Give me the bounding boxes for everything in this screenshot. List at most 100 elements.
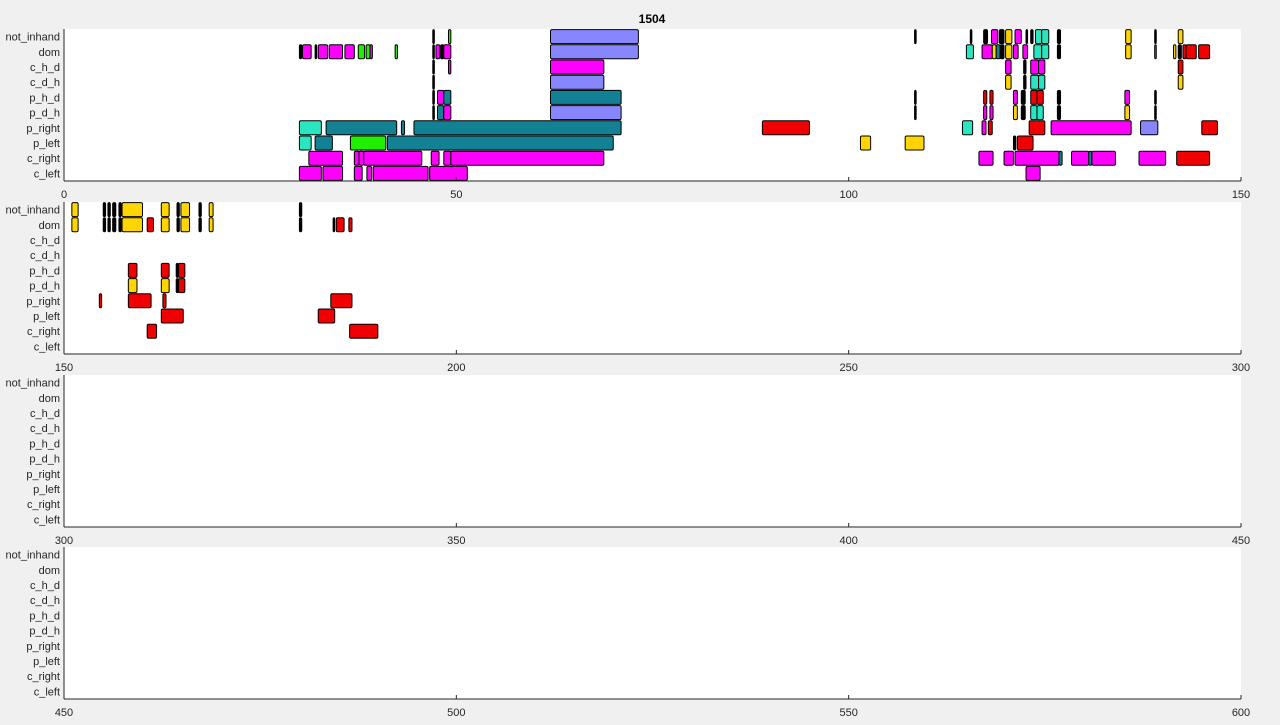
segment-bar bbox=[1030, 59, 1040, 75]
segment-bar bbox=[914, 89, 917, 105]
segment-bar bbox=[1020, 89, 1026, 105]
segment-bar bbox=[961, 120, 974, 136]
x-tick-label: 250 bbox=[839, 362, 857, 374]
segment-bar bbox=[160, 262, 170, 278]
row-label: p_left bbox=[33, 138, 60, 150]
segment-bar bbox=[549, 29, 639, 45]
row-label: c_h_d bbox=[30, 62, 60, 74]
segment-bar bbox=[162, 293, 167, 309]
segment-bar bbox=[1022, 44, 1029, 60]
segment-bar bbox=[429, 165, 468, 181]
x-tick-label: 200 bbox=[447, 362, 465, 374]
segment-bar bbox=[1154, 29, 1157, 45]
row-label: not_inhand bbox=[6, 378, 60, 390]
row-label: p_d_h bbox=[29, 281, 60, 293]
segment-bar bbox=[981, 44, 993, 60]
segment-bar bbox=[328, 44, 344, 60]
segment-bar bbox=[160, 308, 184, 324]
segment-bar bbox=[400, 120, 406, 136]
row-label: c_left bbox=[34, 168, 60, 180]
segment-bar bbox=[995, 44, 1001, 60]
row-label: c_h_d bbox=[30, 580, 60, 592]
segment-bar bbox=[1058, 150, 1063, 166]
segment-bar bbox=[118, 217, 122, 233]
chart-title: 1504 bbox=[639, 12, 666, 26]
row-label: p_left bbox=[33, 311, 60, 323]
segment-bar bbox=[1154, 89, 1157, 105]
x-tick-label: 150 bbox=[55, 362, 73, 374]
segment-bar bbox=[317, 308, 336, 324]
segment-bar bbox=[317, 44, 329, 60]
segment-bar bbox=[914, 29, 917, 45]
segment-bar bbox=[1056, 44, 1062, 60]
segment-bar bbox=[1005, 29, 1013, 45]
segment-bar bbox=[983, 89, 988, 105]
segment-bar bbox=[1173, 44, 1177, 60]
segment-bar bbox=[1138, 150, 1167, 166]
segment-bar bbox=[107, 202, 111, 218]
segment-bar bbox=[999, 44, 1005, 60]
segment-bar bbox=[1124, 89, 1131, 105]
segment-bar bbox=[121, 217, 143, 233]
x-tick-label: 600 bbox=[1232, 707, 1250, 719]
segment-bar bbox=[365, 44, 371, 60]
row-label: p_h_d bbox=[29, 610, 60, 622]
segment-bar bbox=[432, 29, 435, 45]
segment-bar bbox=[127, 278, 138, 294]
row-label: p_right bbox=[26, 469, 60, 481]
segment-bar bbox=[369, 44, 373, 60]
row-label: p_right bbox=[26, 296, 60, 308]
segment-bar bbox=[121, 202, 143, 218]
row-label: not_inhand bbox=[6, 205, 60, 217]
x-tick-label: 300 bbox=[1232, 362, 1250, 374]
segment-bar bbox=[1177, 44, 1182, 60]
segment-bar bbox=[432, 89, 435, 105]
row-label: c_right bbox=[27, 671, 60, 683]
segment-bar bbox=[208, 202, 214, 218]
segment-bar bbox=[1036, 89, 1044, 105]
segment-bar bbox=[1012, 105, 1018, 121]
segment-bar bbox=[1036, 105, 1044, 121]
row-label: c_right bbox=[27, 153, 60, 165]
x-tick-label: 500 bbox=[447, 707, 465, 719]
segment-bar bbox=[1020, 105, 1026, 121]
segment-bar bbox=[1030, 89, 1038, 105]
segment-bar bbox=[198, 217, 202, 233]
segment-bar bbox=[107, 217, 111, 233]
segment-bar bbox=[1005, 44, 1013, 60]
segment-bar bbox=[330, 293, 353, 309]
segment-bar bbox=[353, 150, 360, 166]
segment-bar bbox=[314, 135, 333, 151]
segment-bar bbox=[435, 44, 441, 60]
segment-bar bbox=[1030, 74, 1040, 90]
row-label: c_d_h bbox=[30, 250, 60, 262]
segment-bar bbox=[298, 135, 312, 151]
segment-bar bbox=[430, 150, 440, 166]
segment-bar bbox=[332, 217, 336, 233]
segment-bar bbox=[298, 217, 303, 233]
segment-bar bbox=[1014, 29, 1022, 45]
segment-bar bbox=[1005, 59, 1012, 75]
row-label: p_h_d bbox=[29, 438, 60, 450]
segment-bar bbox=[146, 217, 154, 233]
segment-bar bbox=[549, 105, 622, 121]
segment-bar bbox=[1177, 74, 1184, 90]
row-label: c_d_h bbox=[30, 77, 60, 89]
segment-bar bbox=[1023, 74, 1027, 90]
segment-bar bbox=[1124, 105, 1131, 121]
segment-bar bbox=[990, 29, 999, 45]
segment-bar bbox=[1154, 44, 1157, 60]
segment-bar bbox=[127, 262, 138, 278]
row-label: p_d_h bbox=[29, 108, 60, 120]
segment-bar bbox=[1012, 89, 1018, 105]
row-label: p_right bbox=[26, 641, 60, 653]
row-label: c_left bbox=[34, 686, 60, 698]
x-tick-label: 50 bbox=[450, 189, 462, 201]
segment-bar bbox=[363, 150, 423, 166]
row-label: p_right bbox=[26, 123, 60, 135]
segment-bar bbox=[859, 135, 872, 151]
row-label: p_d_h bbox=[29, 626, 60, 638]
